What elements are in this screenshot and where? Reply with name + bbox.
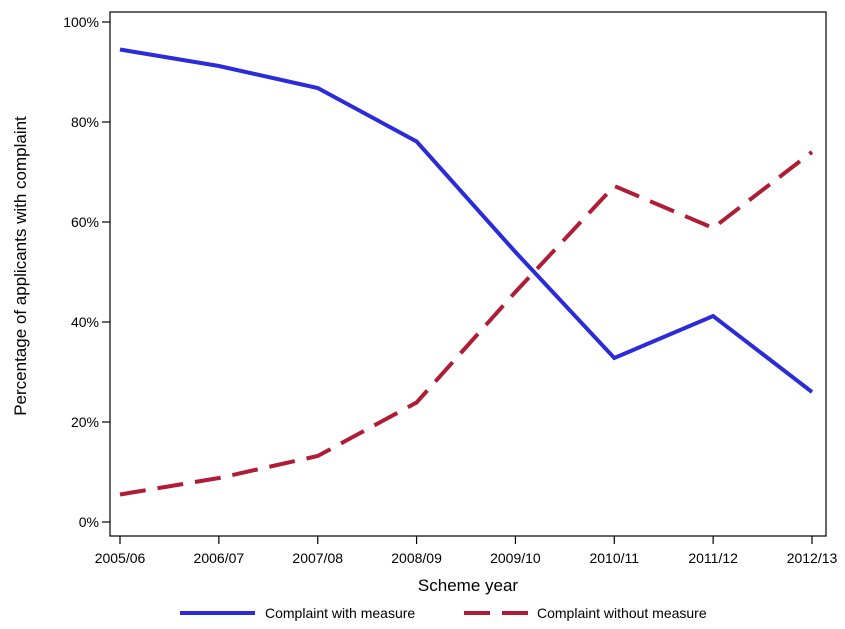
y-tick-label: 60% [71,214,99,230]
x-tick-label: 2011/12 [688,550,738,566]
x-tick-label: 2010/11 [589,550,639,566]
x-tick-label: 2009/10 [490,550,541,566]
plot-frame [109,11,827,537]
legend: Complaint with measure Complaint without … [180,605,707,621]
y-tick-label: 100% [63,14,99,30]
series-line-1 [119,47,814,394]
x-tick-label: 2006/07 [194,550,245,566]
y-axis-title: Percentage of applicants with complaint [11,116,30,416]
x-axis-title: Scheme year [418,576,518,595]
x-tick-label: 2012/13 [787,550,838,566]
legend-label-1: Complaint with measure [265,605,415,621]
y-tick-label: 0% [79,514,99,530]
x-tick-label: 2007/08 [292,550,343,566]
x-tick-label: 2008/09 [391,550,442,566]
y-tick-label: 40% [71,314,99,330]
legend-label-2: Complaint without measure [537,605,707,621]
series-layer [119,47,814,497]
y-tick-label: 80% [71,114,99,130]
x-tick-label: 2005/06 [95,550,146,566]
series-line-2 [119,150,814,497]
x-axis: 2005/06 2006/07 2007/08 2008/09 2009/10 2010/… [95,536,838,566]
y-tick-label: 20% [71,414,99,430]
y-axis: 0% 20% 40% 60% 80% 100% [63,14,110,530]
